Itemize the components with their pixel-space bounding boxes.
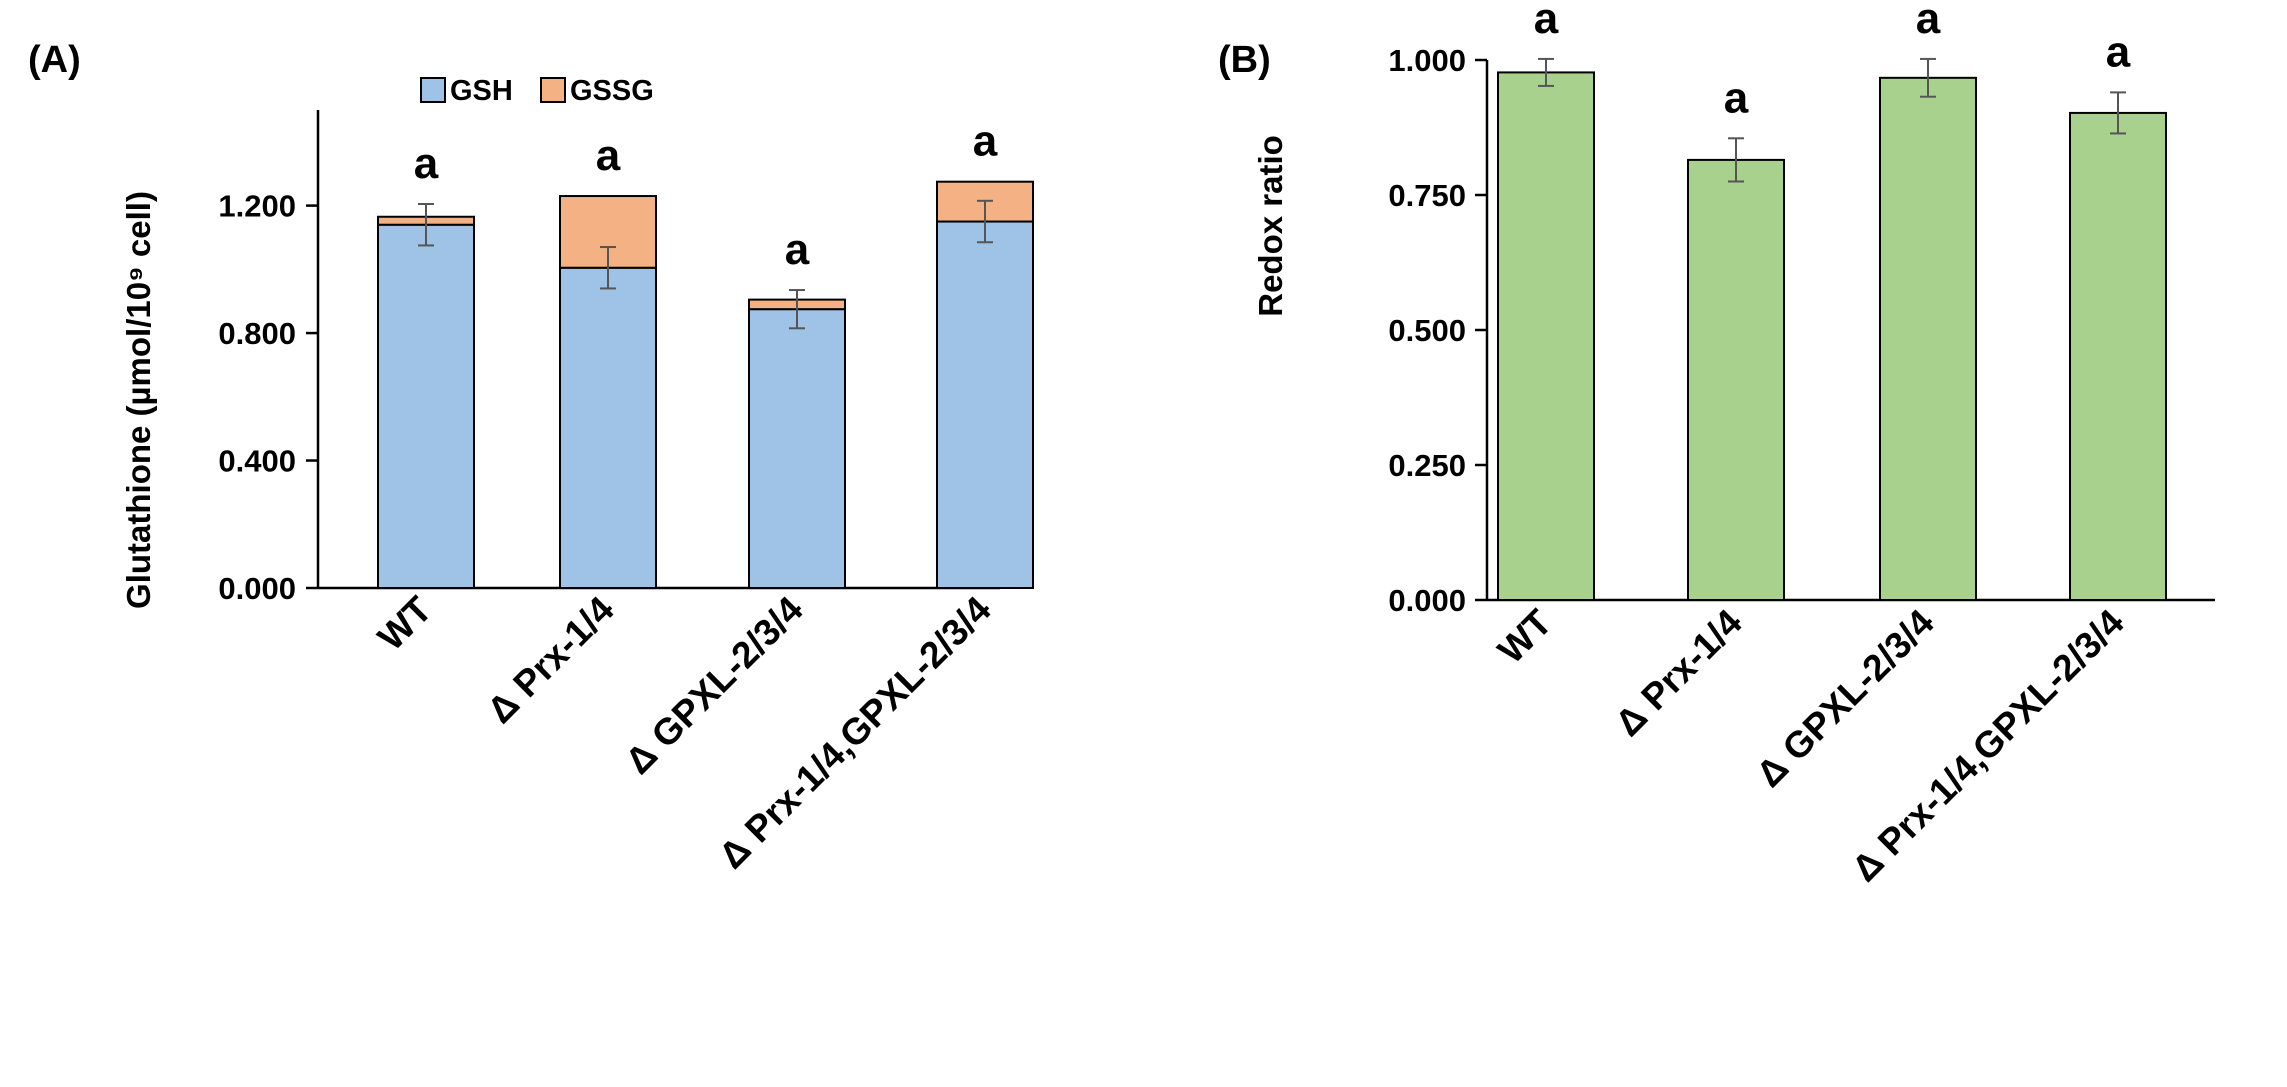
- panel-a-category-label: Δ Prx-1/4: [479, 588, 622, 731]
- panel-a-bar-gsh: [936, 220, 1034, 590]
- panel-a-bar-gsh: [559, 266, 657, 589]
- panel-a-y-tick-label: 0.000: [218, 571, 296, 606]
- panel-a-plot: 0.000 0.400 0.800 1.200 a WT a Δ Prx-1/4 a Δ GPXL…: [218, 110, 1034, 876]
- panel-a-significance-letter: a: [414, 139, 439, 188]
- panel-b-bar-redox-ratio: [1497, 71, 1595, 602]
- legend-label-gsh: GSH: [450, 75, 513, 107]
- panel-b-y-tick-label: 0.750: [1388, 178, 1466, 213]
- panel-a-y-tick-label: 1.200: [218, 189, 296, 224]
- panel-a-category-label: Δ GPXL-2/3/4: [617, 588, 810, 781]
- panel-b-label: (B): [1218, 39, 1271, 81]
- panel-b-plot: 0.000 0.250 0.500 0.750 1.000 a WT a Δ Prx-1/4 a Δ…: [1388, 0, 2215, 889]
- panel-b-category-label: Δ GPXL-2/3/4: [1748, 601, 1941, 794]
- panel-a-y-tick-label: 0.800: [218, 316, 296, 351]
- panel-b-y-axis-title: Redox ratio: [1252, 135, 1289, 317]
- panel-a-category-label: WT: [370, 588, 440, 658]
- panel-a-y-tick-label: 0.400: [218, 444, 296, 479]
- legend-label-gssg: GSSG: [570, 75, 654, 107]
- panel-b-significance-letter: a: [1534, 0, 1559, 43]
- panel-b-bar-redox-ratio: [2069, 111, 2167, 601]
- legend-swatch-gssg: [540, 77, 566, 103]
- panel-b-bar-redox-ratio: [1687, 158, 1785, 601]
- panel-a-legend: GSH GSSG: [420, 75, 654, 107]
- panel-a-bar-gsh: [748, 308, 846, 589]
- panel-b: (B) Redox ratio 0.000 0.250 0.500 0.750 1.00…: [1218, 0, 2215, 889]
- panel-b-significance-letter: a: [1916, 0, 1941, 43]
- panel-b-category-label: Δ Prx-1/4: [1607, 601, 1750, 744]
- panel-a-y-axis-title: Glutathione (µmol/10⁹ cell): [120, 191, 157, 609]
- panel-b-y-tick-label: 0.000: [1388, 583, 1466, 618]
- panel-b-bar-redox-ratio: [1879, 76, 1977, 601]
- panel-a: (A) Glutathione (µmol/10⁹ cell) GSH GSSG…: [28, 39, 1034, 876]
- panel-b-significance-letter: a: [1724, 73, 1749, 122]
- panel-a-significance-letter: a: [785, 225, 810, 274]
- panel-a-label: (A): [28, 39, 81, 81]
- panel-a-bar-gsh: [377, 223, 475, 589]
- panel-a-significance-letter: a: [973, 117, 998, 166]
- panel-a-significance-letter: a: [596, 131, 621, 180]
- panel-b-y-tick-label: 0.250: [1388, 448, 1466, 483]
- panel-b-y-tick-label: 0.500: [1388, 313, 1466, 348]
- panel-b-category-label: WT: [1490, 601, 1560, 671]
- legend-swatch-gsh: [420, 77, 446, 103]
- panel-b-y-tick-label: 1.000: [1388, 43, 1466, 78]
- panel-b-significance-letter: a: [2106, 27, 2131, 76]
